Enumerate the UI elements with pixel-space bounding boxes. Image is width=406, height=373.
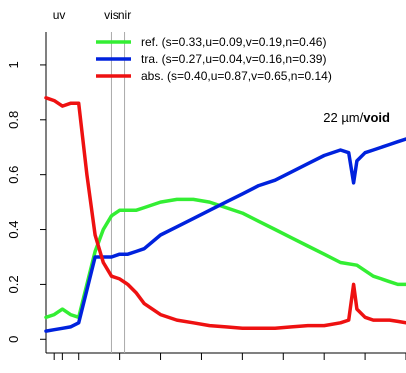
legend-entry: abs. (s=0.40,u=0.87,v=0.65,n=0.14) (141, 69, 332, 83)
legend-stats: (s=0.33,u=0.09,v=0.19,n=0.46) (162, 35, 327, 49)
y-axis: 0 0.2 0.4 0.6 0.8 1 (6, 61, 46, 343)
legend-stats: (s=0.40,u=0.87,v=0.65,n=0.14) (167, 69, 332, 83)
annotation-bold: void (363, 110, 390, 125)
y-tick-label: 0.6 (6, 166, 21, 184)
legend-entry: tra. (s=0.27,u=0.04,v=0.16,n=0.39) (141, 52, 326, 66)
legend-name: tra. (141, 52, 162, 66)
y-tick-label: 1 (6, 61, 21, 68)
y-tick-label: 0.8 (6, 111, 21, 129)
region-marker-label: nir (118, 8, 131, 22)
series-line-tra (44, 137, 406, 333)
y-tick-label: 0 (6, 336, 21, 343)
legend-name: ref. (141, 35, 162, 49)
series-lines (44, 96, 406, 333)
legend-stats: (s=0.27,u=0.04,v=0.16,n=0.39) (162, 52, 327, 66)
annotation-prefix: 22 µm/ (323, 110, 363, 125)
region-marker-label: vis (104, 8, 119, 22)
legend: ref. (s=0.33,u=0.09,v=0.19,n=0.46)tra. (… (96, 35, 332, 83)
region-markers: uv vis nir (53, 8, 131, 353)
sample-annotation: 22 µm/void (323, 110, 390, 125)
plot-area (45, 32, 406, 354)
series-line-abs (44, 96, 406, 331)
y-tick-label: 0.2 (6, 275, 21, 293)
x-axis (53, 353, 406, 360)
region-marker-label: uv (53, 8, 66, 22)
y-tick-label: 0.4 (6, 220, 21, 238)
legend-entry: ref. (s=0.33,u=0.09,v=0.19,n=0.46) (141, 35, 326, 49)
legend-name: abs. (141, 69, 167, 83)
